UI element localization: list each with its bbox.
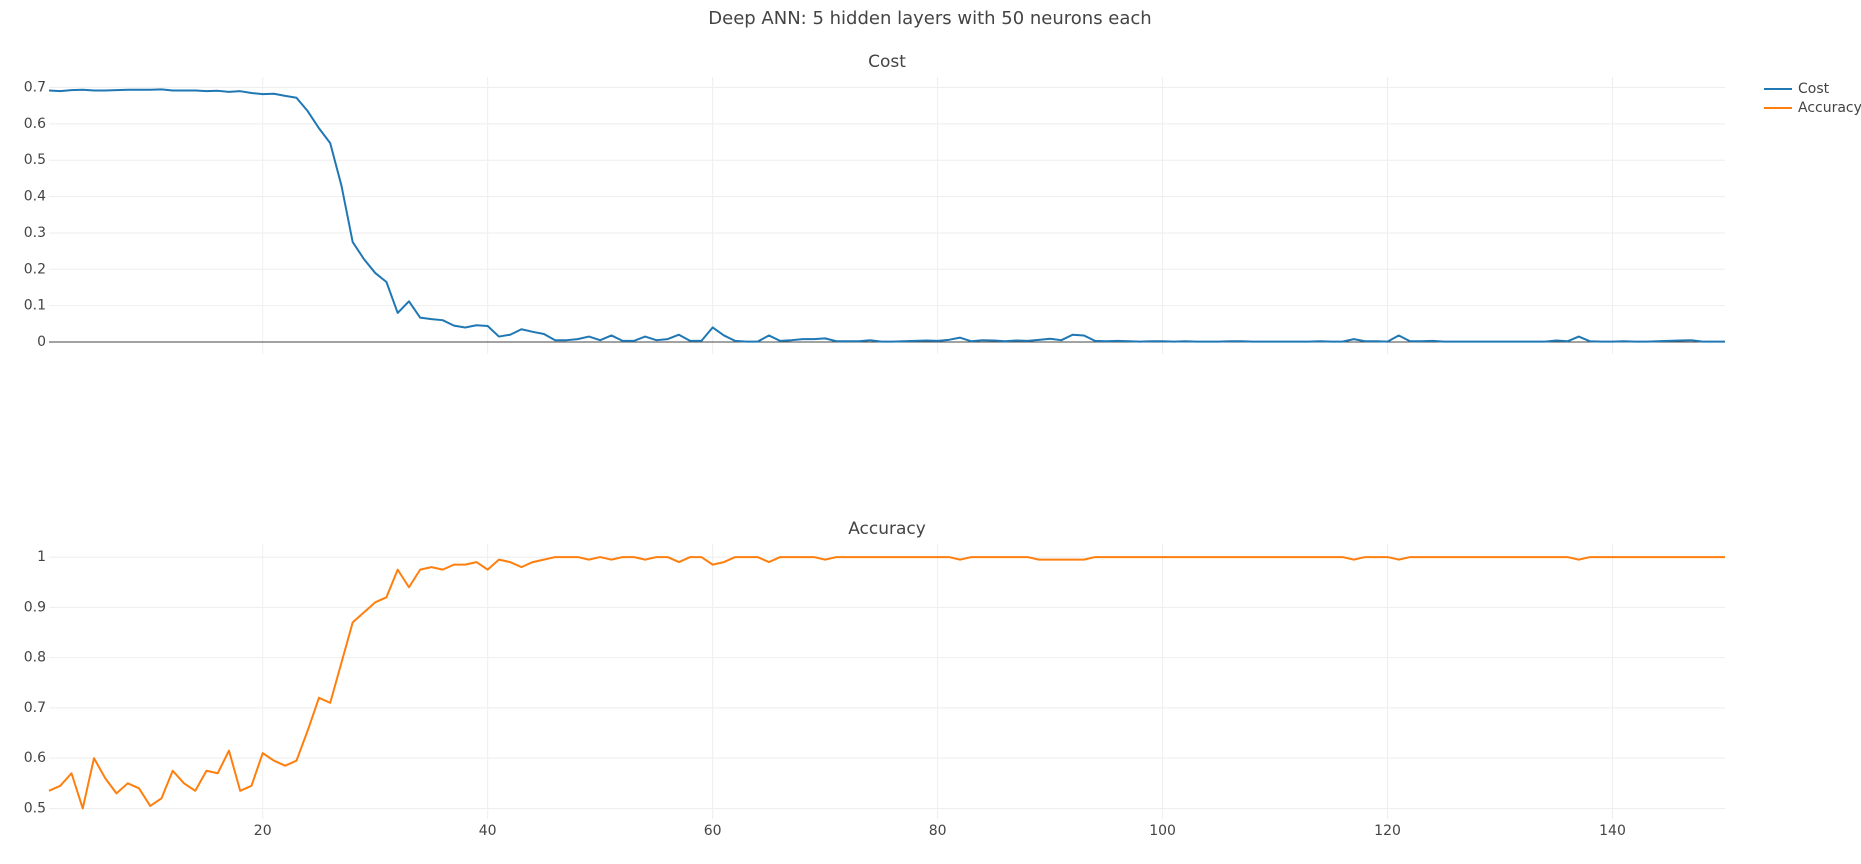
- y-tick-label: 0.7: [24, 80, 46, 96]
- y-tick-label: 0.7: [24, 700, 46, 716]
- y-tick-label: 0.6: [24, 750, 46, 766]
- subplot-title: Cost: [868, 52, 906, 72]
- x-tick-label: 40: [479, 823, 497, 839]
- x-tick-label: 80: [929, 823, 947, 839]
- y-tick-label: 0.5: [24, 152, 46, 168]
- x-tick-label: 20: [254, 823, 272, 839]
- y-tick-label: 0: [37, 334, 46, 350]
- legend-label: Accuracy: [1798, 100, 1861, 116]
- data-line: [48, 556, 1725, 810]
- x-tick-label: 100: [1149, 823, 1176, 839]
- y-tick-label: 0.3: [24, 225, 46, 241]
- y-tick-label: 0.8: [24, 650, 46, 666]
- y-tick-label: 0.2: [24, 261, 46, 277]
- chart-title: Deep ANN: 5 hidden layers with 50 neuron…: [708, 8, 1151, 29]
- y-tick-label: 0.6: [24, 116, 46, 132]
- y-tick-label: 0.9: [24, 599, 46, 615]
- x-tick-label: 140: [1599, 823, 1626, 839]
- x-tick-label: 60: [704, 823, 722, 839]
- legend-label: Cost: [1798, 81, 1830, 97]
- subplot-title: Accuracy: [848, 519, 926, 539]
- y-tick-label: 0.4: [24, 189, 46, 205]
- x-tick-label: 120: [1374, 823, 1401, 839]
- y-tick-label: 0.1: [24, 298, 46, 314]
- y-tick-label: 0.5: [24, 800, 46, 816]
- data-line: [48, 88, 1725, 343]
- y-tick-label: 1: [37, 549, 46, 565]
